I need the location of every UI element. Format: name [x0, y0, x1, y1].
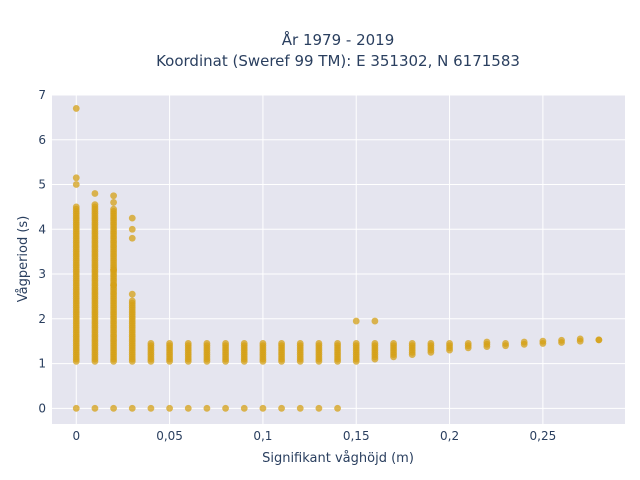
x-tick-label: 0: [72, 429, 80, 443]
data-point: [240, 340, 248, 347]
data-point: [128, 290, 136, 298]
data-point: [483, 338, 491, 346]
x-tick-label: 0,15: [343, 429, 370, 443]
y-tick-label: 1: [38, 357, 46, 371]
data-point: [296, 340, 304, 347]
y-tick-label: 6: [38, 133, 46, 147]
y-tick-labels: 0 1 2 3 4 5 6 7: [38, 88, 46, 415]
data-point: [91, 404, 99, 412]
data-point: [352, 340, 360, 347]
y-tick-label: 5: [38, 178, 46, 192]
data-point: [371, 340, 379, 347]
data-point: [91, 190, 99, 197]
data-point: [184, 340, 192, 347]
data-point: [446, 340, 453, 347]
data-point: [128, 225, 136, 233]
data-point: [278, 340, 285, 347]
data-point: [72, 404, 80, 412]
data-point: [502, 340, 509, 347]
data-point: [315, 404, 323, 412]
data-point: [315, 340, 323, 347]
data-point: [203, 340, 211, 347]
y-tick-label: 0: [38, 401, 46, 415]
y-tick-label: 4: [38, 222, 46, 236]
data-point: [539, 337, 547, 345]
data-point: [520, 338, 528, 346]
data-point: [110, 205, 117, 213]
data-point: [91, 201, 99, 209]
x-axis-title: Signifikant våghöjd (m): [262, 451, 414, 466]
data-point: [72, 105, 80, 112]
data-point: [558, 336, 565, 344]
data-point: [222, 404, 229, 412]
data-point: [595, 336, 603, 344]
data-point: [222, 340, 229, 347]
data-point: [72, 174, 80, 182]
data-point: [278, 404, 285, 412]
data-point: [576, 335, 584, 343]
data-point: [184, 404, 192, 412]
data-point: [72, 181, 80, 188]
data-point: [408, 340, 416, 347]
data-point: [147, 340, 155, 347]
data-point: [110, 199, 117, 206]
x-tick-label: 0,1: [253, 429, 272, 443]
data-point: [352, 317, 360, 325]
data-point: [390, 340, 397, 347]
data-point: [203, 404, 211, 412]
data-point: [334, 404, 341, 412]
data-point: [371, 317, 379, 325]
plot-background: [52, 95, 625, 424]
y-tick-label: 2: [38, 312, 46, 326]
data-point: [110, 192, 117, 200]
x-tick-label: 0,25: [530, 429, 557, 443]
data-point: [128, 234, 136, 242]
grid: [52, 94, 625, 424]
x-tick-label: 0,2: [440, 429, 459, 443]
y-axis-title: Vågperiod (s): [16, 216, 31, 303]
data-point: [464, 340, 472, 347]
chart-title: År 1979 - 2019: [282, 30, 395, 49]
data-point: [240, 404, 248, 412]
data-point: [72, 203, 80, 211]
y-tick-label: 3: [38, 267, 46, 281]
data-point: [166, 404, 173, 412]
x-tick-labels: 0 0,05 0,1 0,15 0,2 0,25: [72, 429, 556, 443]
data-point: [147, 404, 155, 412]
data-point: [110, 266, 117, 273]
data-point: [259, 404, 267, 412]
chart-subtitle: Koordinat (Sweref 99 TM): E 351302, N 61…: [156, 52, 520, 70]
data-points: [72, 105, 603, 412]
data-point: [128, 404, 136, 412]
data-point: [110, 281, 117, 289]
data-point: [128, 214, 136, 222]
data-point: [259, 340, 267, 347]
data-point: [128, 297, 136, 305]
data-point: [110, 404, 117, 412]
data-point: [334, 340, 341, 347]
data-point: [427, 340, 435, 347]
x-tick-label: 0,05: [156, 429, 183, 443]
data-point: [296, 404, 304, 412]
y-tick-label: 7: [38, 88, 46, 102]
data-point: [166, 340, 173, 347]
